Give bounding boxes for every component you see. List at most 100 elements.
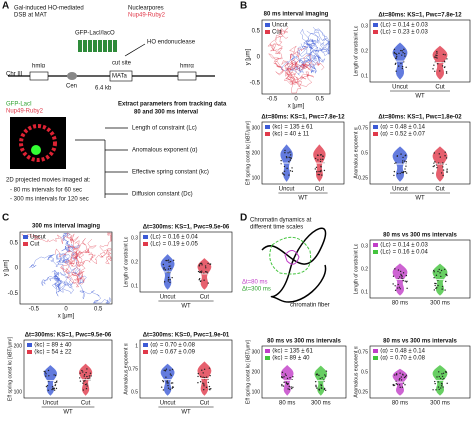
y-tick-label: 300 — [252, 349, 261, 355]
point — [437, 381, 439, 383]
y-tick-label: 0.1 — [131, 283, 138, 289]
point — [54, 381, 56, 384]
point — [83, 375, 85, 377]
point — [164, 369, 167, 372]
legend-swatch — [373, 125, 378, 129]
point — [396, 56, 398, 58]
point — [200, 272, 203, 274]
point — [432, 68, 434, 70]
point — [291, 167, 293, 169]
point — [209, 374, 211, 377]
point — [169, 267, 172, 270]
legend-swatch — [143, 350, 148, 354]
text: Chr III — [6, 72, 23, 78]
group-label: WT — [298, 196, 308, 202]
point — [284, 149, 286, 152]
point — [169, 260, 172, 263]
y-tick-label: 100 — [252, 175, 261, 181]
point — [434, 284, 436, 287]
point — [401, 54, 403, 56]
point — [204, 376, 206, 379]
point — [314, 168, 316, 170]
trajectory — [273, 57, 313, 87]
y-axis-label: Length of constraint Lc — [123, 236, 129, 287]
y-axis-label: y [μm] — [246, 48, 252, 65]
point — [288, 156, 290, 159]
point — [400, 49, 402, 52]
plot-title: 300 ms interval imaging — [32, 224, 100, 230]
point — [162, 389, 165, 391]
point — [320, 166, 322, 168]
lac-array — [83, 40, 87, 52]
point — [445, 157, 448, 159]
plot-title: 80 ms vs 300 ms intervals — [383, 339, 457, 345]
point — [442, 53, 445, 56]
point — [283, 170, 286, 172]
trajectory — [282, 54, 322, 74]
point — [436, 376, 438, 378]
point — [393, 48, 396, 51]
point — [167, 276, 170, 279]
point — [439, 156, 441, 158]
point — [442, 386, 444, 388]
point — [433, 269, 435, 272]
point — [434, 382, 436, 385]
point — [210, 387, 212, 390]
point — [442, 166, 444, 168]
stat-label: ⟨Lc⟩ = 0.19 ± 0.05 — [150, 241, 199, 248]
path-300 — [269, 236, 312, 275]
point — [434, 380, 436, 383]
y-tick-label: 0.1 — [361, 289, 368, 295]
x-tick-label: Cut — [435, 85, 445, 91]
plot-frame — [139, 231, 233, 293]
point — [446, 58, 448, 60]
legend-swatch — [373, 30, 378, 34]
point — [395, 380, 397, 383]
point — [288, 385, 290, 388]
x-tick-label: 80 ms — [392, 301, 408, 307]
point — [282, 385, 285, 387]
point — [440, 172, 443, 174]
point — [320, 384, 322, 386]
panel-label: B — [240, 1, 247, 12]
point — [400, 274, 402, 277]
point — [323, 169, 326, 172]
y-tick-label: 0 — [257, 55, 261, 61]
point — [402, 382, 405, 384]
nucleus — [19, 124, 57, 162]
x-tick-label: -0.5 — [29, 307, 40, 313]
point — [437, 162, 440, 164]
x-tick-label: 0 — [294, 97, 298, 103]
legend-swatch — [373, 356, 378, 360]
plot-title: 80 ms vs 300 ms intervals — [383, 233, 457, 239]
stat-label: ⟨kc⟩ = 89 ± 40 — [272, 355, 310, 362]
x-tick-label: Uncut — [43, 401, 59, 407]
legend-swatch — [373, 250, 378, 254]
point — [322, 158, 324, 161]
lac-array — [113, 40, 117, 52]
point — [435, 164, 438, 166]
point — [395, 57, 397, 60]
point — [394, 289, 397, 292]
point — [446, 171, 448, 174]
point — [169, 281, 171, 284]
locus — [109, 70, 133, 82]
x-tick-label: 300 ms — [430, 301, 450, 307]
point — [395, 382, 398, 385]
point — [166, 382, 168, 384]
point — [404, 55, 406, 57]
x-tick-label: 300 ms — [430, 401, 450, 407]
point — [434, 161, 436, 163]
point — [435, 287, 437, 290]
y-tick-label: 200 — [14, 343, 23, 349]
point — [432, 172, 434, 174]
trajectory — [61, 254, 112, 304]
point — [396, 155, 399, 157]
y-axis-label: Eff spring const kc [kBT/μm²] — [7, 336, 13, 401]
text: Nup49-Ruby2 — [6, 109, 44, 115]
lac-array — [98, 40, 102, 52]
plot-title: Δt=300ms: KS=1, Pwc=9.5e-06 — [25, 333, 112, 339]
point — [404, 375, 407, 378]
point — [435, 54, 437, 56]
point — [286, 383, 289, 386]
